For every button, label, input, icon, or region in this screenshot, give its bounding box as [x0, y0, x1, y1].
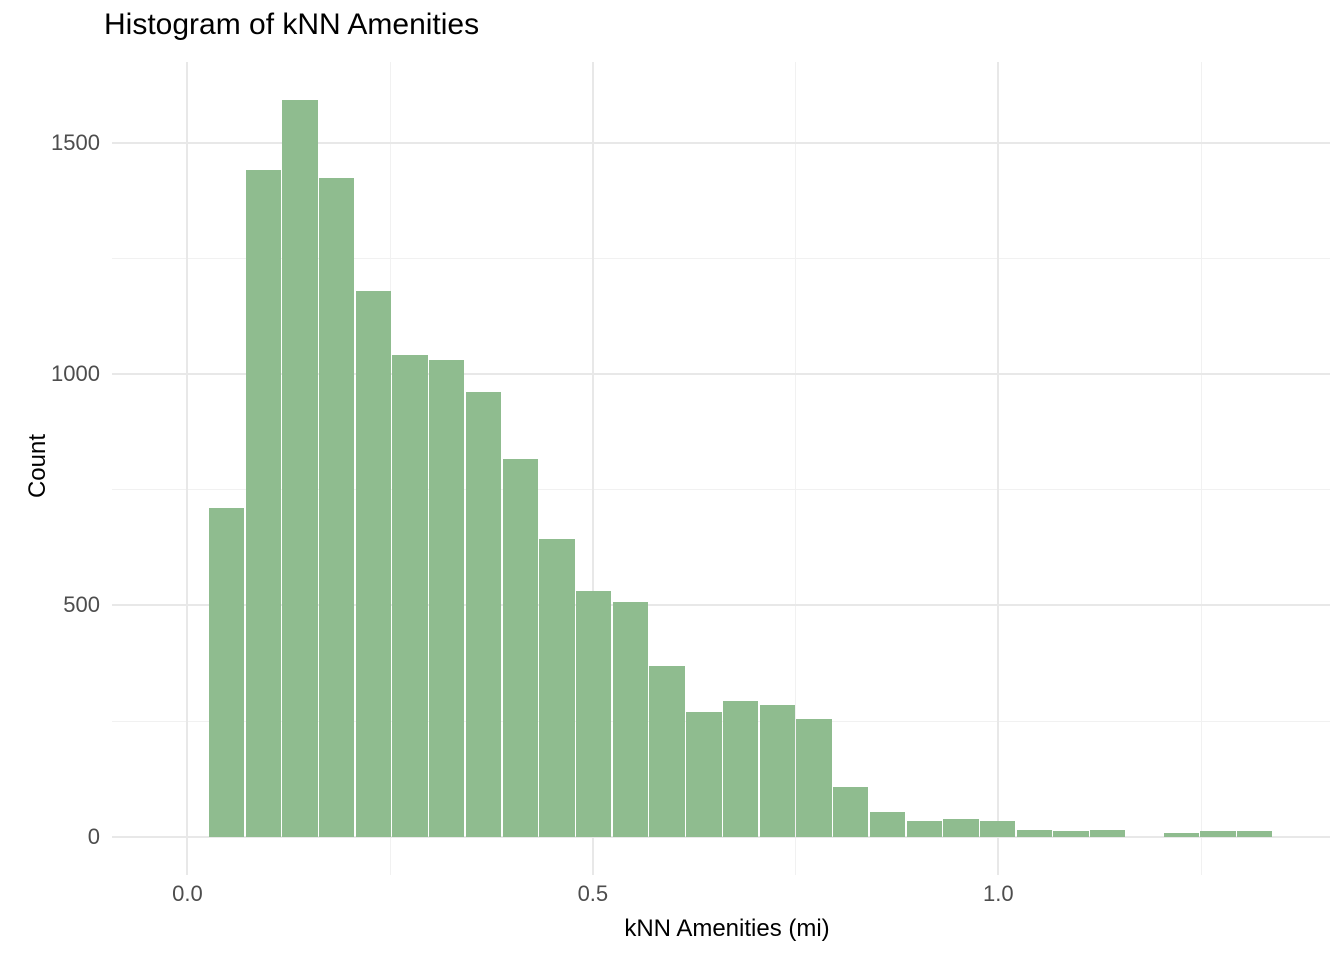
histogram-bar	[943, 819, 979, 837]
histogram-bar	[465, 392, 502, 837]
gridline-minor-horizontal	[112, 489, 1330, 491]
histogram-bar	[1090, 829, 1126, 837]
histogram-bar	[539, 538, 575, 837]
histogram-bar	[686, 712, 722, 837]
x-tick-label: 1.0	[983, 881, 1014, 906]
histogram-bar	[796, 719, 832, 837]
histogram-bar	[649, 665, 685, 837]
histogram-bar	[722, 701, 759, 837]
gridline-minor-horizontal	[112, 258, 1330, 260]
histogram-bar	[1016, 829, 1052, 837]
plot-title: Histogram of kNN Amenities	[104, 8, 480, 41]
gridline-major-vertical	[591, 62, 594, 875]
histogram-bar	[759, 704, 795, 837]
histogram-bar	[833, 786, 869, 837]
y-axis-title: Count	[24, 433, 51, 499]
gridline-major-vertical	[186, 62, 189, 875]
histogram-bar	[869, 812, 906, 837]
x-axis-title: kNN Amenities (mi)	[624, 915, 830, 942]
y-tick-label: 500	[63, 592, 100, 618]
histogram-bar	[429, 359, 465, 837]
gridline-minor-vertical	[795, 62, 797, 875]
histogram-bar	[355, 290, 392, 837]
histogram-bar	[979, 820, 1016, 837]
histogram-bar	[208, 507, 245, 837]
histogram-bar	[282, 99, 318, 837]
y-tick-label: 1000	[51, 361, 100, 387]
histogram-bar	[906, 820, 942, 837]
gridline-major-horizontal	[112, 835, 1330, 838]
histogram-bar	[392, 355, 428, 837]
histogram-bar	[612, 601, 649, 837]
x-tick-label: 0.5	[577, 881, 609, 906]
histogram-bar	[245, 170, 281, 837]
histogram-bar	[1236, 831, 1273, 837]
y-tick-label: 0	[87, 823, 100, 849]
gridline-major-vertical	[997, 62, 1000, 875]
plot-panel	[112, 62, 1330, 875]
histogram-bar	[576, 590, 612, 837]
gridline-major-horizontal	[112, 373, 1330, 376]
histogram-bar	[1200, 831, 1236, 837]
gridline-major-horizontal	[112, 141, 1330, 144]
y-tick-label: 1500	[51, 129, 100, 155]
histogram-bar	[319, 177, 355, 837]
gridline-major-horizontal	[112, 604, 1330, 607]
gridline-minor-vertical	[1200, 62, 1202, 875]
x-tick-label: 0.0	[172, 881, 203, 906]
histogram-bar	[1163, 832, 1199, 837]
histogram-bar	[502, 459, 538, 837]
histogram-bar	[1053, 831, 1089, 837]
